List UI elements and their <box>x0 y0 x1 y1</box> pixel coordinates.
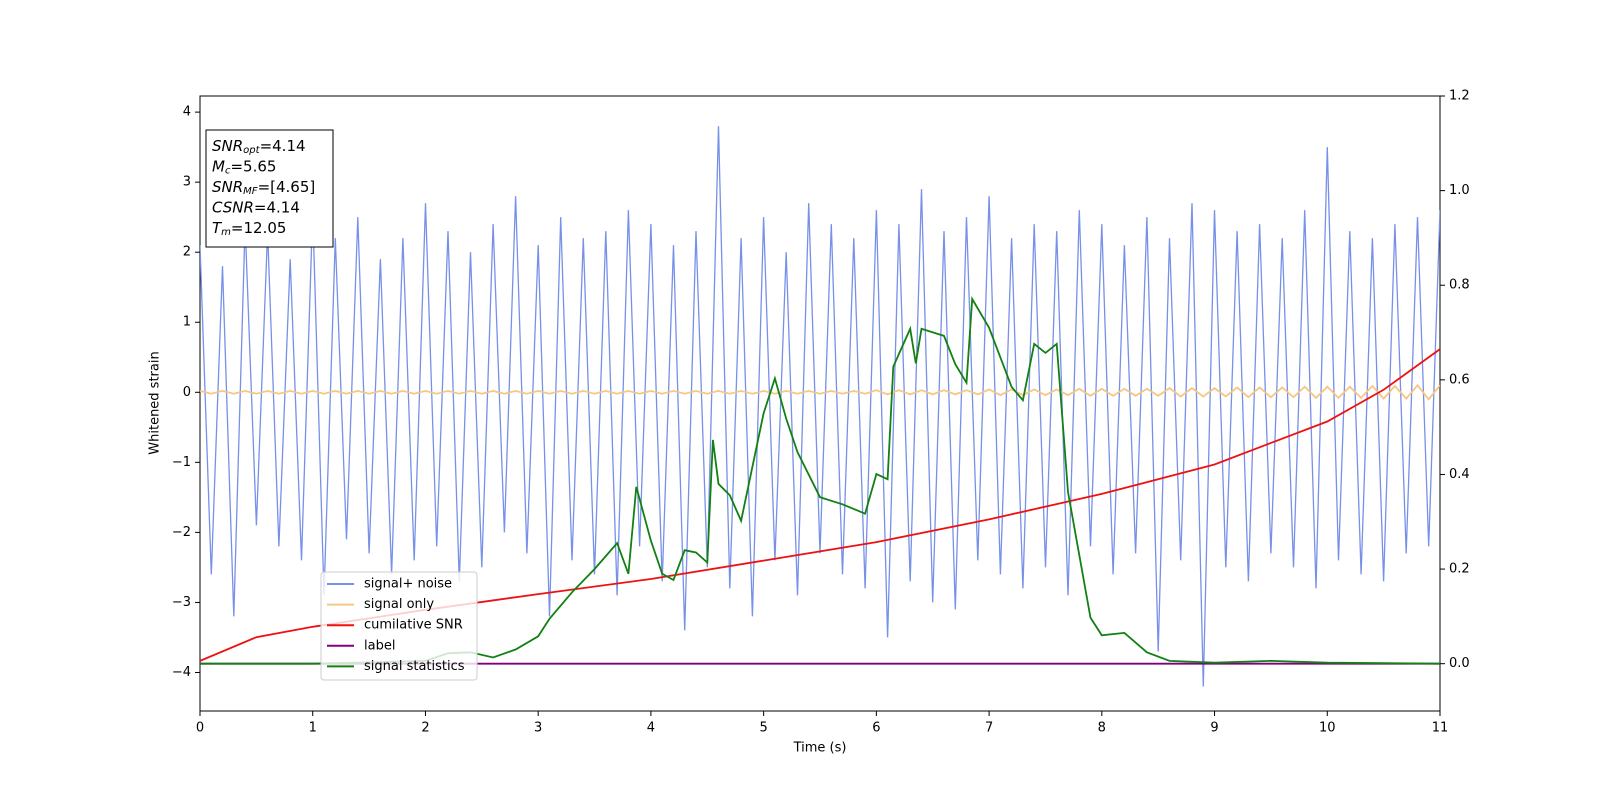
y-tick-label: −1 <box>172 455 191 470</box>
y2-tick-label: 0.2 <box>1449 562 1470 577</box>
annotation-base: M <box>212 157 225 175</box>
x-tick-label: 4 <box>647 721 655 736</box>
y-tick-label: 1 <box>183 315 191 330</box>
annotation-base: SNR <box>212 137 243 155</box>
annotation-value: =[4.65] <box>258 178 316 196</box>
x-axis-label: Time (s) <box>793 741 847 756</box>
y-tick-label: −3 <box>172 595 191 610</box>
annotation-base: CSNR <box>212 198 254 216</box>
legend-box <box>320 571 478 681</box>
annotation-sub: c <box>225 166 231 177</box>
annotation: SNRMF=[4.65] <box>212 178 315 198</box>
legend-label: cumilative SNR <box>364 618 463 633</box>
annotation-base: T <box>212 219 223 237</box>
annotation-sub: m <box>221 227 231 238</box>
x-tick-label: 1 <box>309 721 317 736</box>
annotation-value: =4.14 <box>254 198 300 216</box>
series-line <box>200 383 1440 401</box>
y2-tick-label: 0.0 <box>1449 656 1470 671</box>
legend-label: signal+ noise <box>364 577 452 592</box>
y2-tick-label: 1.2 <box>1449 89 1470 104</box>
y-tick-label: 2 <box>183 245 191 260</box>
y2-tick-label: 0.8 <box>1449 278 1470 293</box>
legend-label: signal only <box>364 597 434 612</box>
x-tick-label: 0 <box>196 721 204 736</box>
x-tick-label: 3 <box>534 721 542 736</box>
y2-tick-label: 0.6 <box>1449 372 1470 387</box>
annotation-sub: MF <box>243 186 258 197</box>
x-tick-label: 10 <box>1319 721 1336 736</box>
annotation-value: =5.65 <box>230 157 276 175</box>
y-tick-label: −2 <box>172 525 191 540</box>
y-tick-label: 3 <box>183 175 191 190</box>
annotation-value: =4.14 <box>260 137 306 155</box>
x-tick-label: 6 <box>872 721 880 736</box>
annotation-box <box>205 129 334 248</box>
x-tick-label: 9 <box>1210 721 1218 736</box>
x-tick-label: 8 <box>1098 721 1106 736</box>
x-tick-label: 5 <box>759 721 767 736</box>
plot-frame <box>199 95 1441 712</box>
legend-label: signal statistics <box>364 659 465 674</box>
y2-tick-label: 0.4 <box>1449 467 1470 482</box>
x-tick-label: 2 <box>421 721 429 736</box>
annotation: CSNR=4.14 <box>212 198 300 216</box>
y2-tick-label: 1.0 <box>1449 183 1470 198</box>
annotation: Mc=5.65 <box>212 157 276 177</box>
legend-label: label <box>364 638 395 653</box>
y-axis-label: Whitened strain <box>148 351 163 454</box>
x-tick-label: 11 <box>1432 721 1449 736</box>
annotation: Tm=12.05 <box>212 219 286 239</box>
y-tick-label: 0 <box>183 385 191 400</box>
y-tick-label: 4 <box>183 105 191 120</box>
annotation: SNRopt=4.14 <box>212 137 306 157</box>
y-tick-label: −4 <box>172 665 191 680</box>
series-line <box>200 296 1440 665</box>
series-line <box>200 126 1440 687</box>
annotation-sub: opt <box>243 145 260 156</box>
annotation-value: =12.05 <box>231 219 287 237</box>
annotation-base: SNR <box>212 178 243 196</box>
x-tick-label: 7 <box>985 721 993 736</box>
